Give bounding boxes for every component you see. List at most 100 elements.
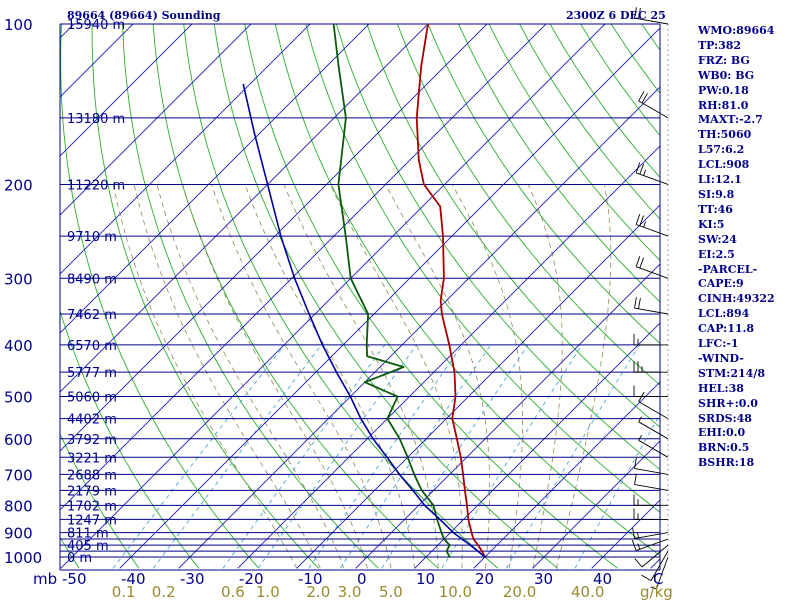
mixing-ratio-unit: g/kg — [640, 583, 673, 600]
wind-barb — [641, 550, 669, 581]
temperature-point — [441, 313, 443, 315]
temperature-tick-label: -10 — [298, 570, 323, 588]
dry-adiabat — [488, 24, 660, 262]
index-row: SW:24 — [698, 232, 737, 246]
dry-adiabat — [91, 24, 319, 569]
dewpoint-point — [443, 538, 445, 540]
dewpoint-point — [402, 366, 405, 368]
mixing-ratio-label: 10.0 — [439, 583, 472, 600]
index-row: EI:2.5 — [698, 247, 735, 261]
dewpoint-point — [367, 313, 369, 315]
dry-adiabat — [183, 24, 499, 569]
dewpoint-point — [396, 395, 399, 398]
dry-adiabat — [305, 24, 660, 513]
index-row: STM:214/8 — [698, 366, 765, 380]
pressure-tick-label: 100 — [4, 16, 33, 34]
temperature-tick-label: 20 — [475, 570, 494, 588]
wind-barb — [634, 297, 669, 315]
wind-barb — [634, 544, 669, 568]
temperature-point — [448, 344, 451, 346]
wind-barb — [631, 538, 669, 552]
index-row: -PARCEL- — [698, 262, 758, 276]
dewpoint-point — [332, 24, 335, 25]
dry-adiabats — [60, 24, 660, 569]
index-row: LCL:908 — [698, 158, 750, 172]
index-row: BRN:0.5 — [698, 441, 750, 455]
index-row: BSHR:18 — [698, 456, 755, 470]
dry-adiabat — [60, 309, 200, 569]
profiles — [242, 24, 486, 558]
dewpoint-point — [448, 544, 451, 546]
dewpoint-point — [406, 456, 409, 459]
moist-adiabat — [283, 184, 439, 569]
isotherms — [60, 24, 660, 569]
moist-adiabat — [133, 184, 321, 569]
index-row: RH:81.0 — [698, 98, 749, 112]
height-label: 1247 m — [67, 513, 117, 528]
isotherm — [414, 322, 660, 569]
temperature-point — [451, 417, 454, 420]
wind-barb — [633, 385, 668, 398]
wind-barb — [634, 473, 669, 491]
index-row: L57:6.2 — [698, 143, 745, 157]
height-label: 2179 m — [67, 484, 117, 499]
height-label: 6570 m — [67, 339, 117, 354]
height-label: 15940 m — [67, 18, 125, 33]
index-row: FRZ: BG — [698, 53, 750, 67]
index-panel: WMO:89664 TP:382 FRZ: BG WB0: BG PW:0.18 RH:8… — [698, 24, 798, 471]
wind-barb — [638, 416, 669, 440]
pressure-tick-label: 300 — [4, 270, 33, 288]
dry-adiabat — [427, 24, 660, 345]
index-row: -WIND- — [698, 351, 744, 365]
pressure-tick-label: 900 — [4, 525, 33, 543]
pressure-tick-label: 700 — [4, 466, 33, 484]
temperature-point — [466, 504, 468, 507]
parcel-point — [321, 344, 324, 346]
parcel-point — [266, 183, 269, 186]
isotherm — [355, 263, 660, 569]
mixing-ratio-label: 5.0 — [379, 583, 403, 600]
temperature-tick-label: 30 — [534, 570, 553, 588]
index-row: WB0: BG — [698, 68, 755, 82]
temperature-point — [467, 518, 470, 521]
isotherm — [237, 145, 660, 569]
wind-barb — [633, 494, 668, 506]
y-axis-unit: mb — [33, 570, 57, 588]
parcel-point — [439, 518, 441, 521]
mixing-ratio-label: 0.2 — [152, 583, 176, 600]
wind-barb — [634, 7, 669, 25]
mixing-ratio-label: 2.0 — [306, 583, 330, 600]
dry-adiabat — [60, 24, 260, 569]
height-label: 5777 m — [67, 366, 117, 381]
mixing-ratio-line — [308, 344, 463, 569]
dry-adiabat — [458, 24, 660, 303]
dewpoint-point — [365, 344, 368, 346]
dewpoint-line — [332, 24, 451, 558]
x-axis-unit: C — [653, 570, 663, 588]
moist-adiabat — [527, 184, 563, 569]
isotherm — [60, 24, 311, 275]
parcel-point — [335, 371, 338, 374]
wind-barb — [634, 457, 669, 475]
index-row: MAXT:-2.7 — [698, 113, 763, 127]
temperature-tick-label: -40 — [121, 570, 146, 588]
temperature-point — [415, 117, 418, 119]
parcel-point — [386, 456, 388, 459]
isotherm — [60, 24, 252, 216]
temperature-point — [454, 395, 457, 398]
parcel-point — [253, 131, 256, 134]
temperature-tick-label: 10 — [416, 570, 435, 588]
pressure-tick-label: 200 — [4, 176, 33, 194]
isotherm — [60, 24, 547, 511]
index-row: SI:9.8 — [698, 187, 735, 201]
temperature-point — [439, 299, 442, 302]
pressure-tick-label: 800 — [4, 497, 33, 515]
temperature-tick-label: 0 — [357, 570, 367, 588]
mixing-ratio-line — [153, 344, 322, 569]
index-row: SRDS:48 — [698, 411, 752, 425]
isotherm — [60, 24, 429, 393]
wind-barb — [632, 527, 669, 539]
temperature-point — [470, 531, 473, 534]
dry-adiabat — [274, 24, 660, 557]
